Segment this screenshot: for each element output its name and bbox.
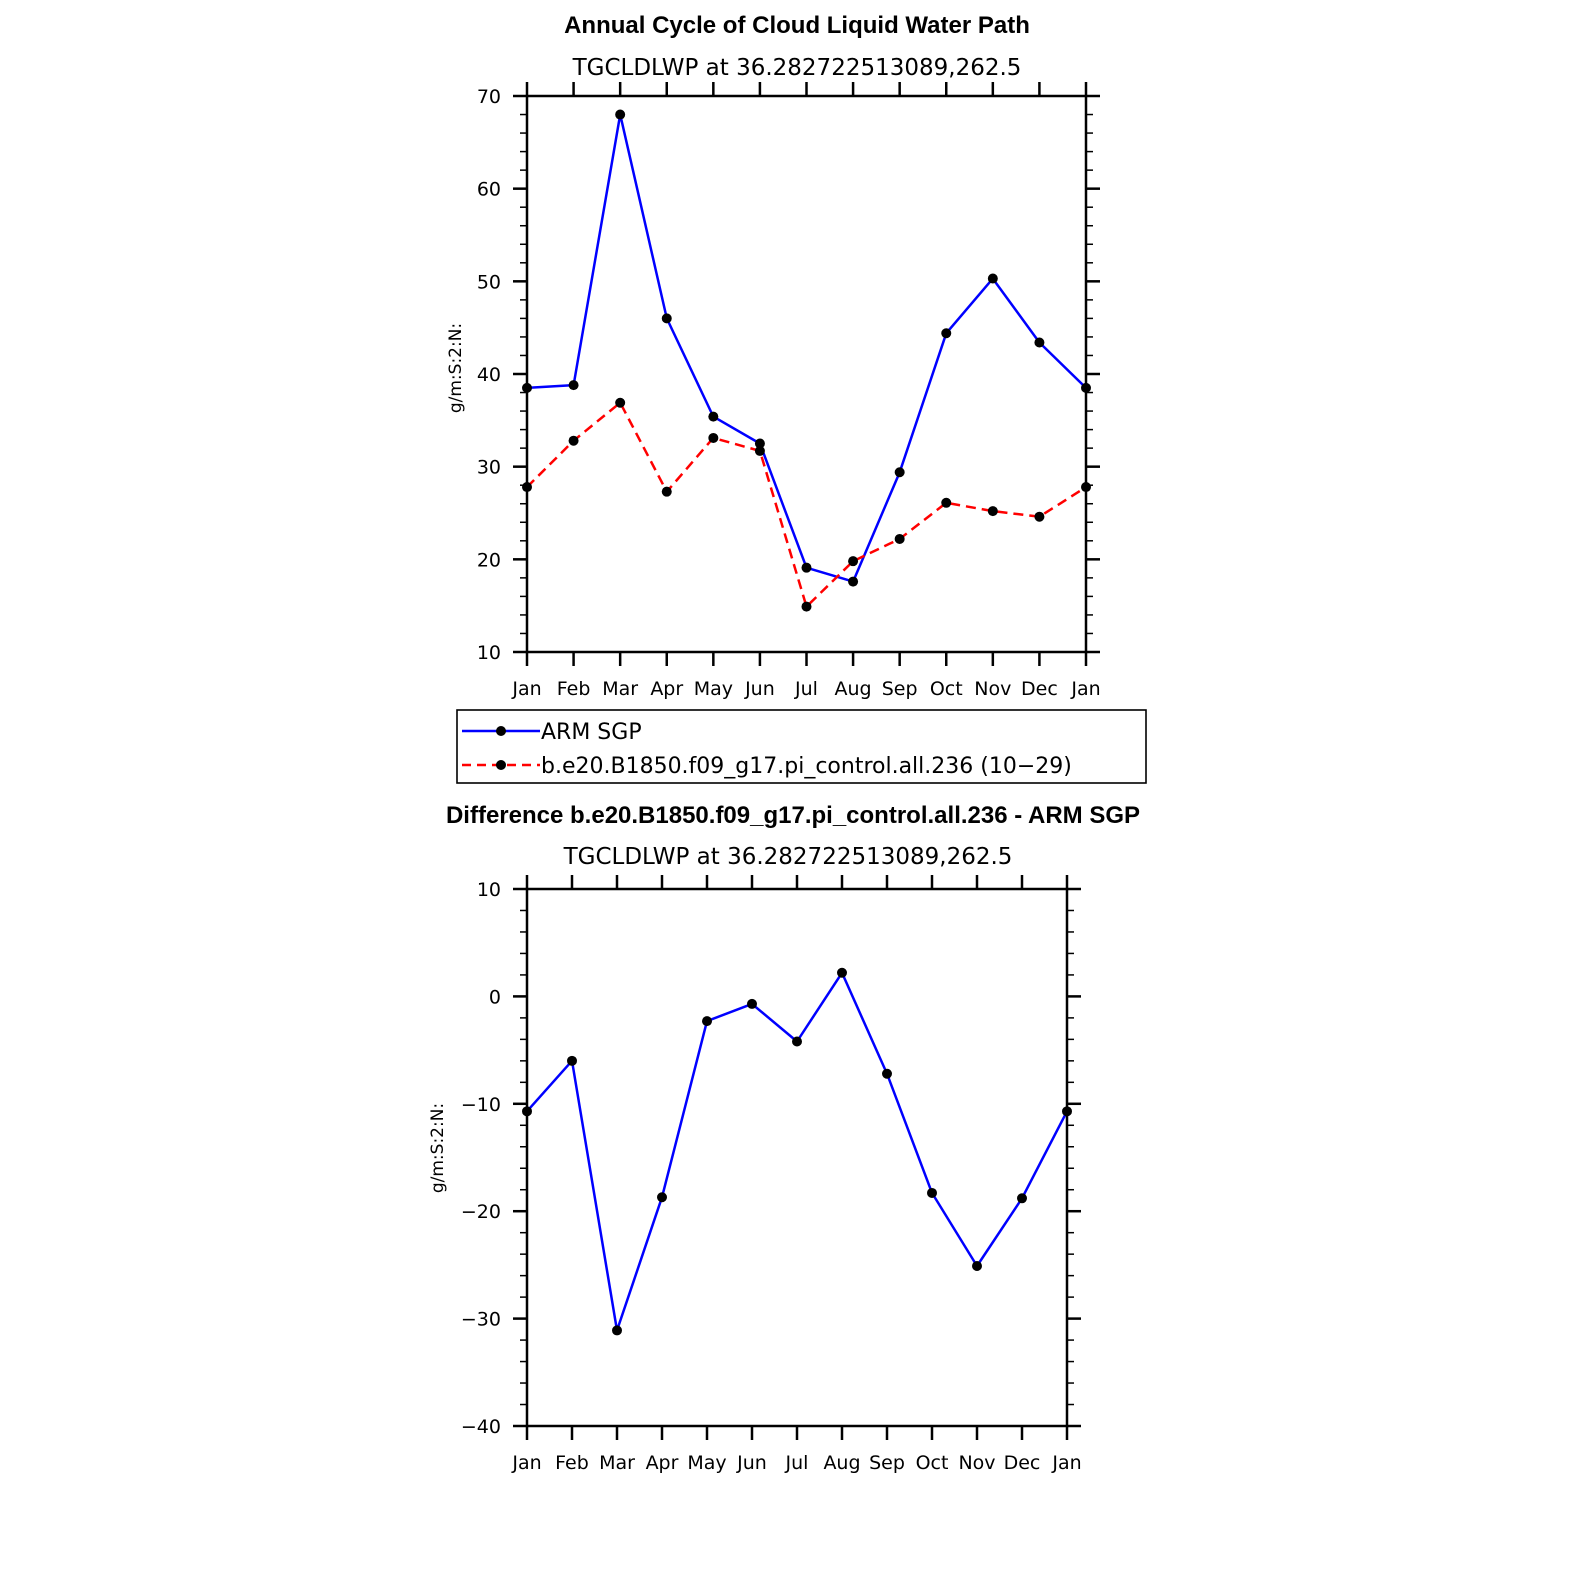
data-point — [792, 1036, 802, 1047]
series-line-1 — [526, 401, 1087, 608]
chart-title: Difference b.e20.B1850.f09_g17.pi_contro… — [446, 802, 1140, 829]
x-tick-label: Jan — [511, 1452, 541, 1474]
x-tick-label: Jun — [744, 678, 775, 700]
y-tick-label: 10 — [477, 879, 501, 901]
x-tick-label: Jan — [1070, 678, 1100, 700]
x-tick-label: Feb — [557, 678, 591, 700]
data-point — [522, 382, 532, 393]
data-point — [615, 397, 626, 408]
legend-label-model: b.e20.B1850.f09_g17.pi_control.all.236 (… — [541, 754, 1072, 779]
data-point — [972, 1260, 982, 1271]
x-tick-label: Jan — [511, 678, 541, 700]
data-point — [941, 497, 952, 508]
y-tick-label: 60 — [477, 179, 501, 201]
data-point — [522, 482, 532, 493]
data-point — [927, 1187, 937, 1198]
x-tick-label: Jul — [794, 678, 818, 700]
data-point — [661, 486, 672, 497]
x-tick-label: May — [694, 678, 733, 700]
data-point — [848, 576, 859, 587]
y-tick-label: −10 — [461, 1094, 501, 1116]
data-point — [1062, 1106, 1072, 1117]
data-point — [1034, 337, 1045, 348]
annual-cycle-panel: Annual Cycle of Cloud Liquid Water Path … — [446, 12, 1147, 784]
x-tick-label: Apr — [646, 1452, 679, 1474]
y-axis-label: g/m:S:2:N: — [428, 1103, 448, 1193]
y-axis-label: g/m:S:2:N: — [446, 323, 466, 413]
x-tick-label: Apr — [650, 678, 683, 700]
data-point — [702, 1016, 712, 1027]
plot-area-top: 10 20 30 40 50 60 70 Jan Feb Mar Apr May Jun Jul Aug Se… — [477, 82, 1101, 700]
data-point — [941, 328, 952, 339]
x-tick-label: Jun — [736, 1452, 767, 1474]
x-tick-label: Nov — [958, 1452, 995, 1474]
data-point — [1034, 511, 1045, 522]
x-tick-label: Nov — [974, 678, 1011, 700]
legend-marker-arm-sgp — [496, 726, 506, 736]
data-point — [1017, 1193, 1027, 1204]
data-point — [568, 380, 579, 391]
x-tick-label: Aug — [823, 1452, 860, 1474]
data-point — [567, 1055, 577, 1066]
x-tick-label: Jan — [1051, 1452, 1081, 1474]
data-point — [657, 1192, 667, 1203]
data-point — [801, 601, 812, 612]
data-point — [522, 1106, 532, 1117]
chart-title: Annual Cycle of Cloud Liquid Water Path — [564, 12, 1030, 39]
plot-frame — [525, 887, 1069, 1428]
data-point — [837, 967, 847, 978]
x-tick-label: Oct — [916, 1452, 949, 1474]
data-point — [987, 506, 998, 517]
y-tick-label: −40 — [461, 1416, 501, 1438]
data-point — [754, 445, 765, 456]
data-point — [882, 1068, 892, 1079]
y-tick-label: 10 — [477, 642, 501, 664]
legend-box — [456, 709, 1147, 784]
legend: ARM SGP b.e20.B1850.f09_g17.pi_control.a… — [456, 709, 1147, 784]
y-tick-label: 20 — [477, 549, 501, 571]
data-point — [747, 998, 757, 1009]
y-tick-label: 0 — [489, 986, 501, 1008]
plot-area-bottom: −40 −30 −20 −10 0 10 Jan Feb Mar Apr May Jun Jul Aug S… — [461, 875, 1082, 1474]
data-point — [1081, 482, 1091, 493]
x-tick-label: May — [687, 1452, 726, 1474]
y-tick-label: 70 — [477, 86, 501, 108]
data-point — [848, 556, 859, 567]
data-point — [615, 109, 626, 120]
x-tick-label: Mar — [599, 1452, 635, 1474]
legend-marker-model — [496, 760, 506, 770]
y-tick-label: 40 — [477, 364, 501, 386]
x-tick-label: Sep — [869, 1452, 905, 1474]
difference-panel: Difference b.e20.B1850.f09_g17.pi_contro… — [428, 802, 1140, 1474]
y-tick-label: 50 — [477, 271, 501, 293]
x-tick-label: Dec — [1021, 678, 1058, 700]
data-point — [661, 313, 672, 324]
x-tick-label: Aug — [835, 678, 872, 700]
y-tick-label: −30 — [461, 1309, 501, 1331]
data-point — [568, 435, 579, 446]
data-point — [1081, 382, 1091, 393]
y-tick-label: 30 — [477, 457, 501, 479]
data-point — [987, 273, 998, 284]
data-point — [708, 432, 719, 443]
x-tick-label: Sep — [882, 678, 918, 700]
y-tick-label: −20 — [461, 1201, 501, 1223]
x-tick-label: Oct — [930, 678, 963, 700]
x-tick-label: Mar — [602, 678, 638, 700]
data-point — [894, 533, 905, 544]
data-point — [708, 411, 719, 422]
data-point — [612, 1325, 622, 1336]
x-tick-label: Jul — [785, 1452, 809, 1474]
x-tick-label: Dec — [1004, 1452, 1041, 1474]
data-point — [801, 562, 812, 573]
x-tick-label: Feb — [555, 1452, 589, 1474]
legend-label-arm-sgp: ARM SGP — [541, 720, 642, 745]
chart-subtitle: TGCLDLWP at 36.282722513089,262.5 — [563, 844, 1013, 870]
data-point — [754, 438, 765, 449]
data-point — [894, 467, 905, 478]
series-line-0 — [526, 971, 1069, 1332]
chart-subtitle: TGCLDLWP at 36.282722513089,262.5 — [572, 55, 1022, 81]
